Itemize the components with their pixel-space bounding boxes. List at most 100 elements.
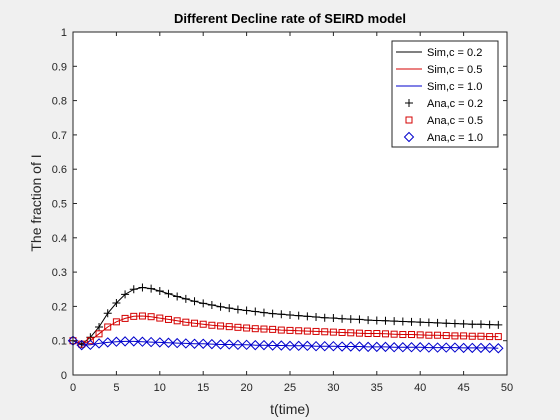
data-point (180, 338, 192, 349)
data-point (493, 343, 504, 354)
data-point (138, 283, 147, 292)
y-tick-label: 0.3 (52, 267, 67, 279)
data-point (338, 328, 346, 336)
data-point (390, 330, 398, 338)
data-point (434, 331, 442, 339)
data-point (450, 319, 459, 328)
data-point (321, 328, 329, 336)
x-tick-label: 30 (327, 382, 339, 394)
data-point (442, 319, 451, 328)
data-point (241, 339, 252, 351)
x-tick-label: 35 (371, 382, 383, 394)
data-point (112, 318, 120, 326)
data-point (95, 330, 103, 338)
data-point (104, 323, 112, 331)
data-point (345, 341, 356, 352)
x-axis-label: t(time) (270, 401, 310, 417)
data-point (484, 342, 495, 354)
y-tick-label: 0.5 (52, 199, 67, 211)
data-point (494, 333, 502, 341)
data-point (424, 318, 433, 327)
legend-swatch (405, 99, 413, 107)
y-tick-label: 0.1 (52, 336, 67, 348)
data-point (154, 337, 166, 348)
data-point (414, 342, 426, 353)
legend-item: Ana,c = 1.0 (403, 131, 483, 144)
data-point (86, 337, 94, 345)
legend-label: Ana,c = 1.0 (427, 132, 483, 144)
data-point (173, 292, 182, 301)
data-point (137, 336, 148, 347)
data-point (217, 322, 225, 330)
data-point (155, 286, 164, 295)
data-point (408, 331, 416, 339)
data-point (441, 342, 452, 353)
data-point (286, 326, 294, 334)
data-point (121, 314, 129, 322)
data-point (208, 321, 216, 329)
data-point (486, 333, 494, 341)
data-point (336, 341, 348, 352)
data-point (147, 313, 155, 321)
y-axis-label: The fraction of I (28, 154, 44, 251)
data-point (295, 327, 303, 335)
legend-label: Ana,c = 0.2 (427, 98, 483, 110)
legend-label: Sim,c = 0.5 (427, 64, 482, 76)
x-tick-label: 15 (197, 382, 209, 394)
data-point (494, 320, 503, 329)
data-point (251, 325, 259, 333)
data-point (442, 332, 450, 340)
x-tick-label: 40 (414, 382, 426, 394)
data-point (449, 342, 461, 353)
data-point (102, 337, 113, 348)
data-point (390, 317, 399, 326)
data-point (111, 336, 122, 347)
data-point (234, 323, 242, 331)
data-point (243, 324, 251, 332)
data-point (303, 327, 311, 335)
data-point (355, 315, 364, 324)
legend-label: Sim,c = 0.2 (427, 47, 482, 59)
data-point (381, 330, 389, 338)
data-point (407, 317, 416, 326)
data-point (258, 339, 270, 351)
data-point (485, 320, 494, 329)
data-point (319, 340, 330, 352)
data-point (207, 301, 216, 310)
data-point (425, 331, 433, 339)
data-point (233, 305, 242, 314)
data-point (164, 315, 172, 323)
data-point (225, 323, 233, 331)
legend-swatch (403, 131, 415, 143)
data-point (268, 309, 277, 318)
data-point (398, 317, 407, 326)
legend-label: Sim,c = 1.0 (427, 81, 482, 93)
data-point (432, 342, 443, 353)
data-point (468, 332, 476, 340)
data-point (173, 317, 181, 325)
data-point (119, 336, 131, 347)
data-point (76, 339, 87, 351)
data-point (145, 336, 157, 348)
data-point (416, 331, 424, 339)
data-point (312, 327, 320, 335)
y-tick-label: 0.7 (52, 130, 67, 142)
data-point (191, 319, 199, 327)
data-point (156, 314, 164, 322)
data-point (459, 319, 468, 328)
data-point (362, 341, 374, 353)
legend-item: Ana,c = 0.5 (405, 115, 483, 127)
data-point (277, 326, 285, 334)
data-point (347, 329, 355, 337)
data-point (373, 329, 381, 337)
data-point (346, 315, 355, 324)
data-point (95, 322, 104, 331)
data-point (372, 316, 381, 325)
data-point (371, 341, 383, 353)
data-point (85, 339, 96, 351)
data-point (199, 320, 207, 328)
data-point (364, 329, 372, 337)
x-tick-label: 25 (284, 382, 296, 394)
data-point (232, 339, 244, 351)
y-tick-label: 0.8 (52, 96, 67, 108)
